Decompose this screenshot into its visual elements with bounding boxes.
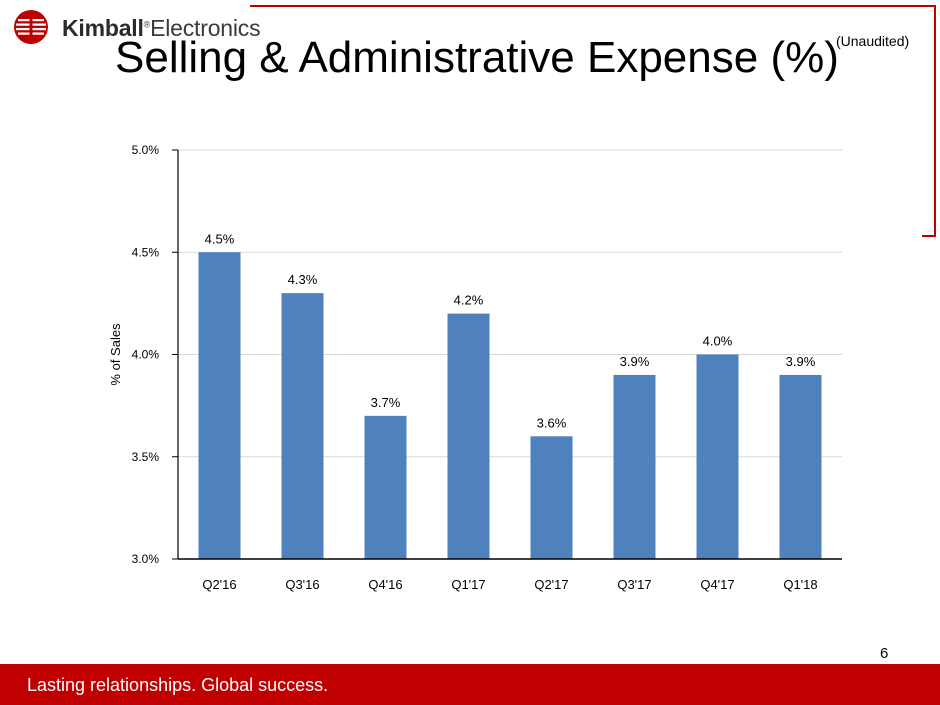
bar-Q2'17 <box>530 436 573 559</box>
y-tick-label: 5.0% <box>132 143 160 157</box>
logo-registered-mark: ® <box>143 19 151 30</box>
data-label: 3.9% <box>786 354 816 369</box>
bar-Q1'17 <box>447 313 490 559</box>
x-tick-label: Q4'17 <box>700 577 734 592</box>
chart-labels: 3.0% 3.5% 4.0% 4.5% 5.0% 4.5% Q2'16 4.3% Q3'16 3.… <box>108 143 818 592</box>
bar-Q3'16 <box>281 293 324 559</box>
bar-Q3'17 <box>613 374 656 559</box>
frame-top-line <box>250 5 936 7</box>
x-tick-label: Q2'17 <box>534 577 568 592</box>
x-tick-label: Q4'16 <box>368 577 402 592</box>
y-tick-label: 4.5% <box>132 245 160 259</box>
logo-wordmark: Kimball®Electronics <box>62 15 261 42</box>
x-tick-label: Q1'17 <box>451 577 485 592</box>
x-tick-label: Q3'17 <box>617 577 651 592</box>
frame-right-line <box>934 5 936 237</box>
kimball-logo-icon <box>14 10 48 44</box>
chart-axes <box>172 149 842 560</box>
bar-Q4'17 <box>696 354 739 559</box>
frame-corner-tick <box>922 235 936 237</box>
kimball-logo: Kimball®Electronics <box>12 8 261 48</box>
slide-title: Selling & Administrative Expense (%) <box>115 33 839 82</box>
y-tick-label: 3.5% <box>132 450 160 464</box>
y-tick-label: 3.0% <box>132 552 160 566</box>
logo-wordmark-bold: Kimball <box>62 15 144 41</box>
footer-tagline: Lasting relationships. Global success. <box>27 675 329 695</box>
x-tick-label: Q3'16 <box>285 577 319 592</box>
data-label: 4.5% <box>205 231 235 246</box>
bar-Q2'16 <box>198 252 241 559</box>
data-label: 4.3% <box>288 272 318 287</box>
x-tick-label: Q2'16 <box>202 577 236 592</box>
bar-Q4'16 <box>364 415 407 559</box>
y-axis-title: % of Sales <box>108 323 123 386</box>
logo-wordmark-light: Electronics <box>150 15 261 41</box>
chart-bars <box>198 252 822 559</box>
bar-chart: 3.0% 3.5% 4.0% 4.5% 5.0% 4.5% Q2'16 4.3% Q3'16 3.… <box>108 143 842 592</box>
x-tick-label: Q1'18 <box>783 577 817 592</box>
chart-gridlines <box>178 149 842 458</box>
y-tick-label: 4.0% <box>132 348 160 362</box>
data-label: 3.9% <box>620 354 650 369</box>
data-label: 3.6% <box>537 415 567 430</box>
page-number: 6 <box>880 645 889 662</box>
data-label: 3.7% <box>371 395 401 410</box>
bar-Q1'18 <box>779 374 822 559</box>
data-label: 4.2% <box>454 293 484 308</box>
data-label: 4.0% <box>703 334 733 349</box>
unaudited-note: (Unaudited) <box>836 33 910 49</box>
footer-bar: Lasting relationships. Global success. <box>0 664 940 705</box>
